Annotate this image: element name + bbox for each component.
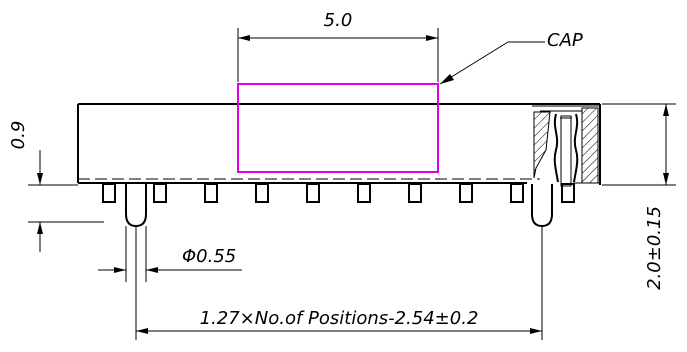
pin — [408, 183, 422, 203]
pin — [204, 183, 218, 203]
pin — [510, 183, 524, 203]
cap-outline — [237, 83, 439, 173]
pitch-length-dimension: 1.27×No.of Positions-2.54±0.2 — [135, 226, 543, 340]
body-height-label: 0.9 — [8, 121, 29, 150]
body-height-dimension: 0.9 — [8, 121, 104, 252]
pin — [459, 183, 473, 203]
pin-diameter-dimension: Φ0.55 — [98, 226, 242, 282]
pin — [255, 183, 269, 203]
pin — [102, 183, 116, 203]
connector-body — [77, 103, 601, 185]
total-height-dimension: 2.0±0.15 — [602, 103, 676, 290]
left-peg — [125, 184, 147, 228]
pin — [306, 183, 320, 203]
pin-row — [102, 183, 575, 203]
pin — [357, 183, 371, 203]
end-cross-section — [532, 105, 600, 187]
pin — [561, 183, 575, 203]
total-height-label: 2.0±0.15 — [644, 206, 665, 290]
right-peg — [531, 184, 553, 228]
pin-diameter-label: Φ0.55 — [182, 246, 236, 267]
pitch-length-label: 1.27×No.of Positions-2.54±0.2 — [200, 308, 479, 329]
cap-width-label: 5.0 — [324, 10, 353, 31]
cap-label: CAP — [547, 30, 583, 51]
cap-width-dimension: 5.0 — [237, 10, 439, 82]
pin — [153, 183, 167, 203]
cap-leader: CAP — [439, 30, 583, 85]
